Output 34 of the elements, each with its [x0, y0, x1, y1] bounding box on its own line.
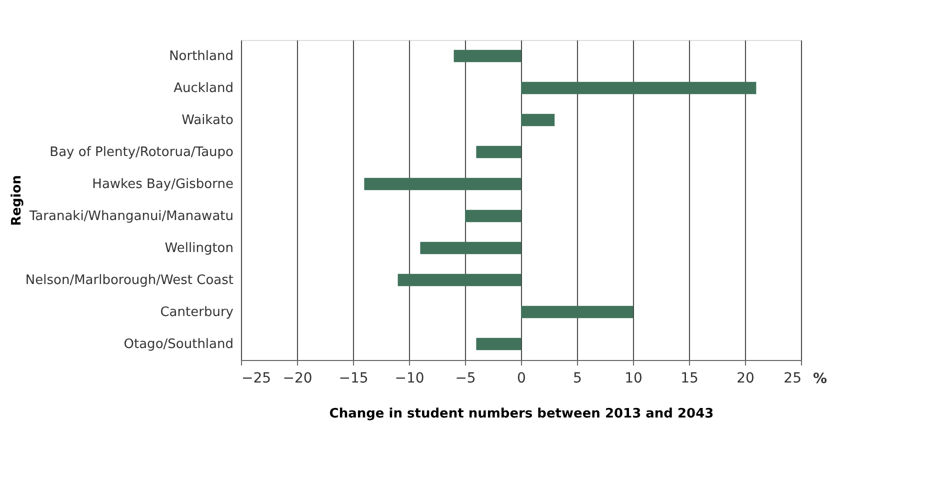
bar	[364, 178, 521, 190]
text: %	[813, 371, 828, 387]
y-tick-label: Taranaki/Whanganui/Manawatu	[28, 209, 234, 224]
y-tick-label: Hawkes Bay/Gisborne	[92, 177, 234, 192]
y-tick-label: Canterbury	[160, 305, 234, 320]
y-tick-label: Northland	[169, 49, 234, 64]
y-tick-label: Waikato	[182, 113, 234, 128]
x-axis-title: Change in student numbers between 2013 and 2043	[329, 406, 714, 422]
x-tick-label: −5	[455, 370, 476, 386]
x-tick-label: 15	[680, 370, 698, 386]
x-tick-label: 25	[784, 370, 802, 386]
bar	[521, 82, 756, 94]
y-tick-label: Otago/Southland	[124, 337, 234, 352]
x-tick-label: −15	[338, 370, 368, 386]
bar	[398, 274, 521, 286]
x-tick-label: −20	[282, 370, 312, 386]
x-tick-label: 5	[573, 370, 582, 386]
x-tick-label: 10	[624, 370, 642, 386]
y-tick-label: Auckland	[174, 81, 234, 96]
bar	[476, 146, 521, 158]
bar	[476, 338, 521, 350]
y-tick-label: Bay of Plenty/Rotorua/Taupo	[50, 145, 234, 160]
x-tick-label: −10	[394, 370, 424, 386]
x-tick-label: 20	[736, 370, 754, 386]
y-axis-title: Region	[10, 175, 24, 226]
bar	[465, 210, 521, 222]
x-tick-label: 0	[517, 370, 526, 386]
bar	[521, 114, 555, 126]
bar	[420, 242, 521, 254]
bar	[521, 306, 633, 318]
y-tick-label: Nelson/Marlborough/West Coast	[25, 273, 234, 288]
bar	[454, 50, 521, 62]
x-tick-label: −25	[242, 370, 272, 386]
y-tick-label: Wellington	[164, 241, 234, 256]
